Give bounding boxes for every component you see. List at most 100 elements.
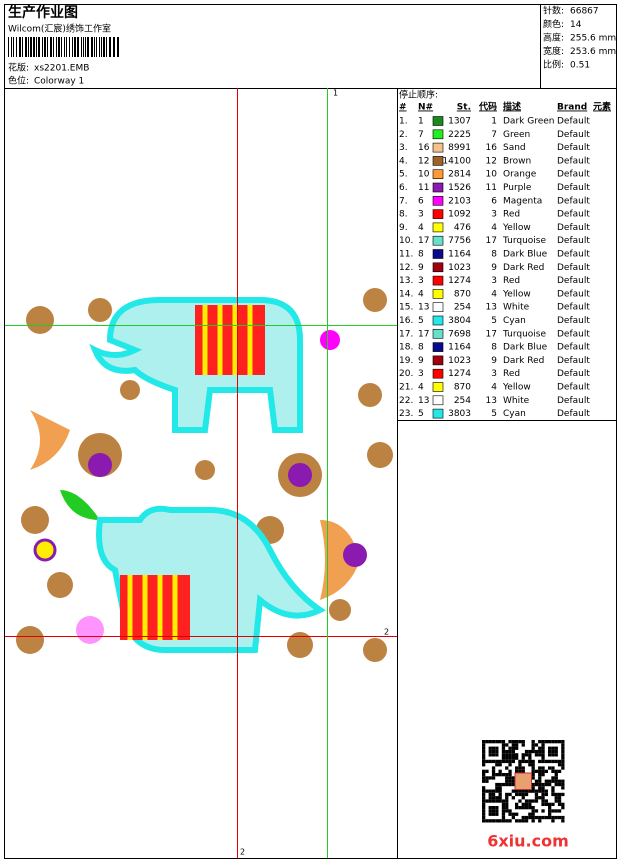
- qr-module: [511, 789, 515, 793]
- qr-module: [508, 812, 512, 816]
- qr-module: [505, 756, 509, 760]
- qr-module: [485, 769, 489, 773]
- qr-module: [508, 746, 512, 750]
- qr-module: [488, 749, 492, 754]
- qr-module: [491, 799, 496, 803]
- qr-module: [482, 759, 486, 764]
- row-number: 15.: [399, 303, 413, 313]
- color-swatch: [432, 275, 444, 286]
- bar: [8, 37, 9, 57]
- qr-module: [557, 740, 562, 744]
- qr-module: [482, 773, 486, 777]
- qr-module: [491, 809, 496, 813]
- stitches: 870: [454, 289, 471, 299]
- qr-module: [491, 819, 496, 823]
- qr-module: [538, 782, 542, 787]
- qr-module: [491, 792, 496, 797]
- qr-module: [551, 740, 555, 744]
- qr-module: [561, 766, 565, 770]
- bar: [87, 37, 89, 57]
- qr-module: [551, 753, 555, 757]
- code: 5: [491, 316, 497, 326]
- qr-module: [498, 789, 502, 793]
- qr-module: [531, 746, 535, 750]
- qr-module: [544, 779, 548, 783]
- qr-module: [528, 759, 532, 764]
- color-swatch: [432, 142, 444, 153]
- brand: Default: [557, 236, 590, 246]
- qr-module: [505, 753, 509, 757]
- qr-module: [554, 776, 558, 780]
- color-swatch: [432, 262, 444, 273]
- qr-module: [551, 746, 555, 750]
- qr-module: [541, 815, 545, 820]
- qr-module: [518, 792, 522, 797]
- qr-module: [531, 773, 535, 777]
- row-number: 6.: [399, 183, 408, 193]
- bar: [56, 37, 57, 57]
- qr-module: [508, 740, 512, 744]
- qr-module: [485, 776, 489, 780]
- needle: 3: [418, 369, 424, 379]
- qr-module: [491, 759, 496, 764]
- row-number: 10.: [399, 236, 413, 246]
- qr-module: [544, 792, 548, 797]
- qr-module: [491, 796, 496, 800]
- qr-module: [557, 763, 562, 767]
- color-swatch: [432, 382, 444, 392]
- color-swatch: [432, 169, 444, 179]
- bar: [25, 37, 27, 57]
- bar: [83, 37, 84, 57]
- bar: [28, 37, 29, 57]
- brand: Default: [557, 183, 590, 193]
- stitches: 1526: [448, 183, 471, 193]
- needle: 13: [418, 303, 429, 313]
- bar: [50, 37, 52, 57]
- colorway: Colorway 1: [34, 77, 84, 87]
- bar: [72, 37, 73, 57]
- brand: Default: [557, 196, 590, 206]
- stitches: 254: [454, 303, 471, 313]
- qr-module: [488, 799, 492, 803]
- qr-module: [495, 786, 499, 790]
- design-label: 花版:: [8, 62, 29, 74]
- description: Cyan: [503, 316, 526, 326]
- qr-module: [501, 743, 506, 747]
- qr-module: [551, 789, 555, 793]
- stitches: 3803: [448, 409, 471, 419]
- qr-module: [515, 792, 519, 797]
- qr-module: [534, 749, 539, 754]
- needle: 16: [418, 143, 430, 153]
- bar: [58, 37, 60, 57]
- qr-module: [528, 749, 532, 754]
- stat-value: 253.6 mm: [570, 47, 616, 57]
- qr-module: [482, 812, 486, 816]
- qr-module: [544, 769, 548, 773]
- qr-module: [541, 809, 545, 813]
- table-header: N#: [418, 103, 433, 113]
- qr-module: [515, 802, 519, 806]
- needle: 8: [418, 250, 424, 260]
- qr-module: [531, 766, 535, 770]
- qr-module: [508, 759, 512, 764]
- code: 16: [486, 143, 498, 153]
- color-swatch: [432, 235, 444, 246]
- qr-module: [538, 815, 542, 820]
- bar: [69, 37, 70, 57]
- qr-module: [538, 769, 542, 773]
- qr-module: [551, 749, 555, 754]
- colorway-label: 色位:: [8, 75, 29, 87]
- artwork: [16, 288, 393, 662]
- qr-module: [508, 749, 512, 754]
- qr-module: [528, 756, 532, 760]
- brand: Default: [557, 210, 590, 220]
- qr-module: [554, 773, 558, 777]
- qr-module: [485, 789, 489, 793]
- description: Cyan: [503, 409, 526, 419]
- row-number: 8.: [399, 210, 408, 220]
- brand: Default: [557, 356, 590, 366]
- title: 生产作业图: [8, 4, 78, 21]
- guide-label: 1: [333, 89, 338, 98]
- qr-module: [561, 759, 565, 764]
- stat-value: 0.51: [570, 61, 590, 71]
